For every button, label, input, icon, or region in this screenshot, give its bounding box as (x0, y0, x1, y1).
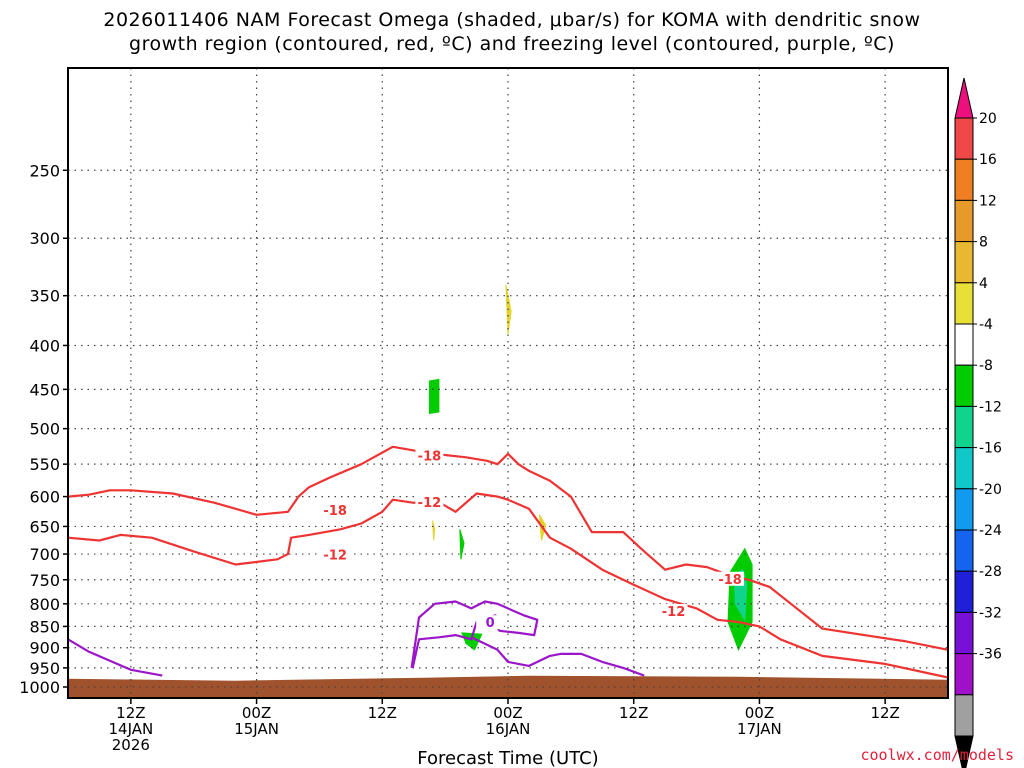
colorbar-box-13 (954, 653, 974, 696)
contour-label-bg-5 (659, 604, 688, 619)
x-tick-label-48-0: 00Z (493, 704, 522, 722)
contour-label-bg-1 (415, 448, 444, 463)
contour-line-3 (410, 600, 539, 669)
y-tick-label-250: 250 (29, 161, 60, 180)
contours-layer: -18 -18 -18 -12 -12 -12 0 (67, 445, 949, 679)
colorbar-label-12: -32 (979, 605, 1002, 621)
contour-label-bg-2 (716, 571, 745, 586)
colorbar-label-6: -8 (979, 358, 993, 374)
y-tick-label-300: 300 (29, 229, 60, 248)
y-tick-label-850: 850 (29, 617, 60, 636)
colorbar-box-8 (954, 447, 974, 490)
y-tick-label-600: 600 (29, 488, 60, 507)
colorbar-label-4: 4 (979, 276, 988, 292)
colorbar-box-14 (954, 694, 974, 737)
contour-label-3: -12 (323, 549, 347, 564)
contour-label-bg-4 (415, 494, 444, 509)
x-tick-label-48-1: 16JAN (486, 720, 531, 738)
colorbar-label-10: -24 (979, 523, 1002, 539)
contour-label-bg-3 (321, 547, 350, 562)
axes-layer: 250 300 350 400 450 500 550 600 650 700 750 800 850 9… (19, 67, 949, 754)
contour-label-4: -12 (418, 496, 442, 511)
colorbar-box-0 (954, 117, 974, 160)
colorbar-label-13: -36 (979, 647, 1002, 663)
x-tick-label-72-1: 17JAN (737, 720, 782, 738)
contour-label-bg-6 (476, 615, 505, 630)
colorbar-label-0: 20 (979, 111, 997, 127)
y-tick-label-950: 950 (29, 659, 60, 678)
colorbar-label-8: -16 (979, 441, 1002, 457)
x-axis-title: Forecast Time (UTC) (417, 748, 598, 768)
omega-area-1 (428, 378, 440, 414)
y-tick-label-500: 500 (29, 420, 60, 439)
x-tick-label-24-0: 00Z (242, 704, 271, 722)
chart-title-line-2: growth region (contoured, red, ºC) and f… (129, 33, 895, 55)
x-tick-label-60-0: 12Z (619, 704, 648, 722)
x-tick-label-24-1: 15JAN (234, 720, 279, 738)
colorbar-label-9: -20 (979, 482, 1002, 498)
contour-line-1 (67, 492, 949, 679)
colorbar-top-arrow (954, 77, 974, 119)
colorbar-bottom-arrow (954, 735, 974, 768)
y-tick-label-450: 450 (29, 380, 60, 399)
omega-area-4 (459, 529, 465, 560)
contour-label-5: -12 (662, 605, 686, 620)
colorbar-box-10 (954, 529, 974, 572)
colorbar-label-7: -12 (979, 399, 1002, 415)
colorbar-label-1: 16 (979, 152, 997, 168)
credit-text[interactable]: coolwx.com/models (860, 746, 1014, 764)
colorbar: 20 16 12 8 4 -4 -8 -12 -16 -20 -24 -28 -32 -36 (954, 77, 1002, 768)
colorbar-label-3: 8 (979, 235, 988, 251)
y-tick-label-800: 800 (29, 595, 60, 614)
x-tick-label-84-0: 12Z (870, 704, 899, 722)
y-tick-label-650: 650 (29, 517, 60, 536)
y-tick-label-900: 900 (29, 639, 60, 658)
gridlines-layer (68, 68, 948, 698)
colorbar-box-2 (954, 199, 974, 243)
colorbar-box-12 (954, 611, 974, 655)
colorbar-box-7 (954, 405, 974, 449)
colorbar-box-11 (954, 570, 974, 613)
y-tick-label-750: 750 (29, 571, 60, 590)
colorbar-box-9 (954, 488, 974, 531)
contour-line-0 (67, 445, 949, 651)
x-tick-label-36-0: 12Z (368, 704, 397, 722)
x-tick-label-12-2: 2026 (112, 736, 150, 754)
contour-line-2 (67, 638, 163, 677)
colorbar-label-5: -4 (979, 317, 993, 333)
colorbar-box-4 (954, 282, 974, 325)
contour-label-bg-0 (321, 502, 350, 517)
contour-label-1: -18 (418, 449, 442, 464)
y-tick-label-1000: 1000 (19, 678, 60, 697)
contour-line-4 (470, 636, 645, 677)
colorbar-label-2: 12 (979, 193, 997, 209)
omega-area-3 (432, 520, 436, 541)
contour-label-0: -18 (323, 504, 347, 519)
contour-label-6: 0 (486, 616, 495, 631)
colorbar-box-5 (954, 323, 974, 366)
y-tick-label-550: 550 (29, 455, 60, 474)
x-tick-label-72-0: 00Z (745, 704, 774, 722)
y-tick-label-350: 350 (29, 287, 60, 306)
colorbar-box-1 (954, 158, 974, 201)
colorbar-box-6 (954, 364, 974, 407)
x-tick-label-12-1: 14JAN (108, 720, 153, 738)
y-tick-label-700: 700 (29, 545, 60, 564)
colorbar-label-11: -28 (979, 564, 1002, 580)
colorbar-box-3 (954, 241, 974, 284)
contour-label-2: -18 (718, 573, 742, 588)
y-tick-label-400: 400 (29, 336, 60, 355)
x-tick-label-12-0: 12Z (116, 704, 145, 722)
chart-title-line-1: 2026011406 NAM Forecast Omega (shaded, μ… (103, 9, 921, 31)
